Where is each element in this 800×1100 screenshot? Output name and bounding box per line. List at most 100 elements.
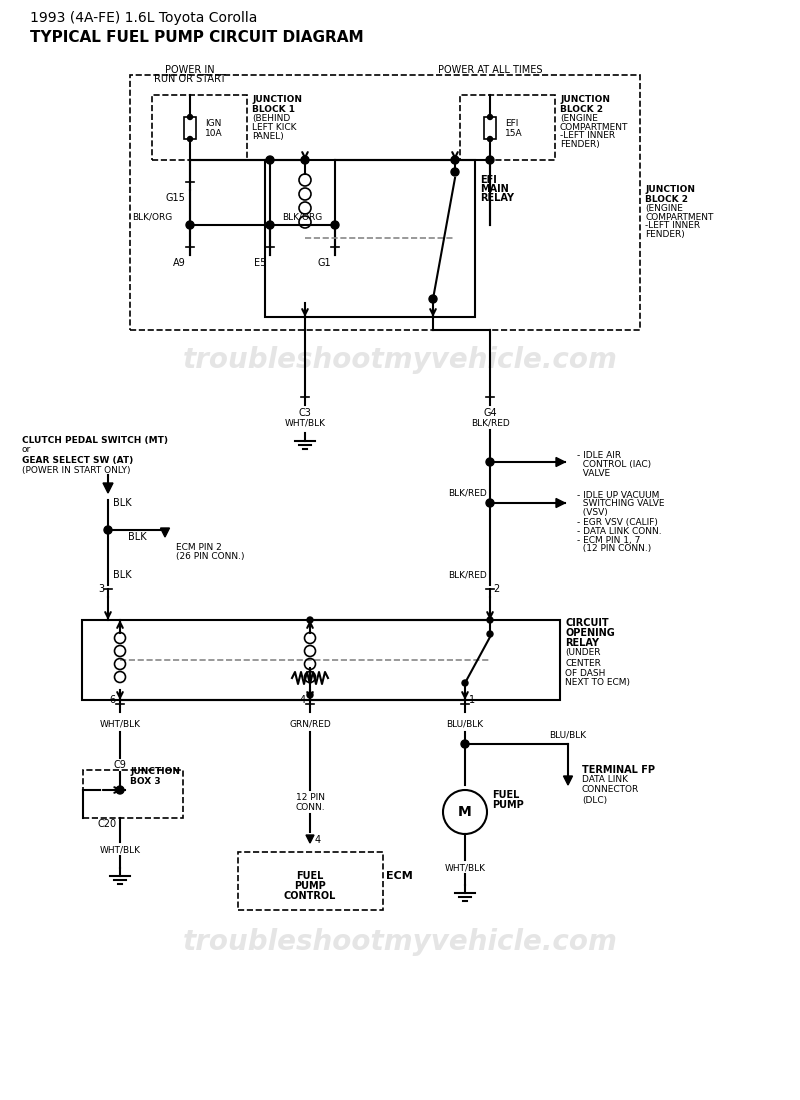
- Circle shape: [301, 156, 309, 164]
- Text: RUN OR START: RUN OR START: [154, 74, 226, 84]
- Text: (12 PIN CONN.): (12 PIN CONN.): [577, 544, 651, 553]
- Bar: [83, 770, 183, 818]
- Polygon shape: [306, 835, 314, 843]
- Circle shape: [486, 156, 494, 164]
- Text: (ENGINE: (ENGINE: [560, 113, 598, 122]
- Text: BLK/RED: BLK/RED: [448, 488, 487, 497]
- Text: BLK: BLK: [113, 570, 132, 580]
- Text: CIRCUIT: CIRCUIT: [565, 618, 609, 628]
- Text: OPENING: OPENING: [565, 628, 614, 638]
- Text: M: M: [458, 805, 472, 820]
- Text: BLOCK 2: BLOCK 2: [560, 104, 603, 113]
- Text: VALVE: VALVE: [577, 469, 610, 477]
- Bar: [130, 75, 640, 330]
- Circle shape: [486, 458, 494, 466]
- Text: FUEL: FUEL: [492, 790, 519, 800]
- Text: or: or: [22, 446, 31, 454]
- Bar: [484, 117, 496, 139]
- Circle shape: [462, 680, 468, 686]
- Text: BLK/RED: BLK/RED: [470, 418, 510, 428]
- Circle shape: [487, 136, 493, 142]
- Text: G15: G15: [165, 192, 185, 204]
- Text: (26 PIN CONN.): (26 PIN CONN.): [176, 552, 245, 561]
- Circle shape: [461, 740, 469, 748]
- Text: (DLC): (DLC): [582, 795, 607, 804]
- Text: E5: E5: [254, 258, 266, 268]
- Text: GEAR SELECT SW (AT): GEAR SELECT SW (AT): [22, 455, 134, 464]
- Text: CONN.: CONN.: [295, 803, 325, 813]
- Bar: [184, 117, 196, 139]
- Text: JUNCTION: JUNCTION: [130, 768, 180, 777]
- Text: BOX 3: BOX 3: [130, 778, 161, 786]
- Text: 10A: 10A: [205, 129, 222, 138]
- Text: -LEFT INNER: -LEFT INNER: [645, 221, 700, 231]
- Text: (BEHIND: (BEHIND: [252, 113, 290, 122]
- Circle shape: [186, 221, 194, 229]
- Circle shape: [486, 499, 494, 507]
- Bar: [460, 95, 555, 160]
- Text: PUMP: PUMP: [492, 800, 524, 810]
- Text: COMPARTMENT: COMPARTMENT: [645, 212, 714, 221]
- Polygon shape: [563, 776, 573, 785]
- Circle shape: [451, 168, 459, 176]
- Text: DATA LINK: DATA LINK: [582, 776, 628, 784]
- Circle shape: [116, 786, 124, 794]
- Text: - EGR VSV (CALIF): - EGR VSV (CALIF): [577, 517, 658, 527]
- Text: OF DASH: OF DASH: [565, 669, 606, 678]
- Text: C20: C20: [98, 820, 117, 829]
- Text: GRN/RED: GRN/RED: [289, 719, 331, 728]
- Text: ECM PIN 2: ECM PIN 2: [176, 542, 222, 551]
- Text: troubleshootmyvehicle.com: troubleshootmyvehicle.com: [182, 928, 618, 956]
- Text: EFI: EFI: [480, 175, 497, 185]
- Text: FENDER): FENDER): [645, 231, 685, 240]
- Text: A9: A9: [174, 258, 186, 268]
- Text: POWER IN: POWER IN: [165, 65, 215, 75]
- Circle shape: [104, 526, 112, 534]
- Bar: [82, 620, 560, 700]
- Text: CENTER: CENTER: [565, 659, 601, 668]
- Text: LEFT KICK: LEFT KICK: [252, 122, 297, 132]
- Text: C3: C3: [298, 408, 311, 418]
- Circle shape: [429, 295, 437, 302]
- Circle shape: [266, 156, 274, 164]
- Text: FENDER): FENDER): [560, 141, 600, 150]
- Text: 12 PIN: 12 PIN: [295, 793, 325, 803]
- Circle shape: [451, 156, 459, 164]
- Text: WHT/BLK: WHT/BLK: [285, 418, 326, 428]
- Polygon shape: [161, 528, 170, 537]
- Text: JUNCTION: JUNCTION: [645, 186, 695, 195]
- Text: 2: 2: [493, 584, 499, 594]
- Text: PANEL): PANEL): [252, 132, 284, 141]
- Text: 4: 4: [300, 695, 306, 705]
- Text: - DATA LINK CONN.: - DATA LINK CONN.: [577, 527, 662, 536]
- Text: TYPICAL FUEL PUMP CIRCUIT DIAGRAM: TYPICAL FUEL PUMP CIRCUIT DIAGRAM: [30, 30, 364, 44]
- Text: C9: C9: [114, 760, 126, 770]
- Circle shape: [187, 136, 193, 142]
- Text: BLK: BLK: [128, 532, 146, 542]
- Polygon shape: [556, 458, 565, 466]
- Text: BLU/BLK: BLU/BLK: [550, 730, 586, 739]
- Text: (UNDER: (UNDER: [565, 649, 601, 658]
- Text: CONTROL (IAC): CONTROL (IAC): [577, 460, 651, 469]
- Text: PUMP: PUMP: [294, 881, 326, 891]
- Text: BLOCK 1: BLOCK 1: [252, 104, 295, 113]
- Text: ECM: ECM: [386, 871, 413, 881]
- Circle shape: [307, 692, 313, 698]
- Text: (ENGINE: (ENGINE: [645, 204, 683, 212]
- Text: troubleshootmyvehicle.com: troubleshootmyvehicle.com: [182, 346, 618, 374]
- Circle shape: [487, 617, 493, 623]
- Text: BLK/ORG: BLK/ORG: [282, 212, 322, 221]
- Text: - IDLE UP VACUUM: - IDLE UP VACUUM: [577, 491, 659, 499]
- Text: FUEL: FUEL: [296, 871, 324, 881]
- Text: BLOCK 2: BLOCK 2: [645, 195, 688, 204]
- Text: -LEFT INNER: -LEFT INNER: [560, 132, 615, 141]
- Text: IGN: IGN: [205, 119, 222, 128]
- Text: 1993 (4A-FE) 1.6L Toyota Corolla: 1993 (4A-FE) 1.6L Toyota Corolla: [30, 11, 258, 25]
- Text: POWER AT ALL TIMES: POWER AT ALL TIMES: [438, 65, 542, 75]
- Text: EFI: EFI: [505, 119, 518, 128]
- Text: 15A: 15A: [505, 129, 522, 138]
- Polygon shape: [556, 498, 565, 507]
- Text: WHT/BLK: WHT/BLK: [445, 864, 486, 872]
- Text: RELAY: RELAY: [480, 192, 514, 204]
- Text: G1: G1: [318, 258, 331, 268]
